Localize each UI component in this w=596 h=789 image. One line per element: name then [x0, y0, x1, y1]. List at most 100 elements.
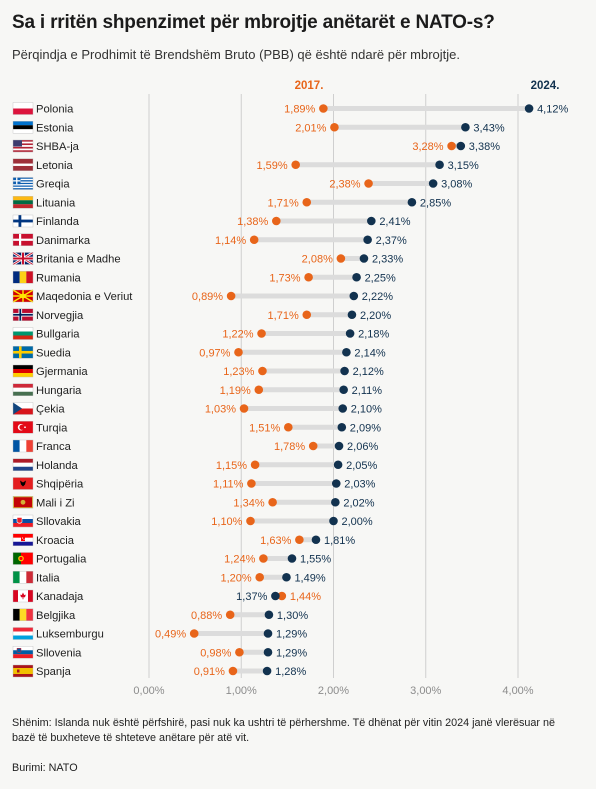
label-2017: 3,28%: [412, 141, 443, 153]
label-2024: 2,37%: [376, 235, 407, 247]
label-2024: 1,30%: [277, 610, 308, 622]
country-label: Britania e Madhe: [36, 254, 121, 266]
portugal-flag-icon: [12, 552, 34, 565]
flag-part: [18, 215, 22, 227]
point-2024: [338, 404, 348, 413]
label-2024: 2,06%: [347, 441, 378, 453]
label-2017: 1,19%: [220, 385, 251, 397]
point-2017: [259, 554, 268, 563]
point-2024: [435, 160, 444, 170]
country-label: Norvegjia: [36, 310, 84, 322]
point-2024: [461, 122, 470, 132]
flag-border: [12, 514, 34, 528]
flag-border: [12, 177, 34, 190]
flag-part: [13, 541, 33, 546]
label-2024: 2,14%: [354, 347, 385, 359]
label-2017: 1,22%: [222, 329, 253, 341]
bulgaria-flag-icon: [12, 327, 34, 340]
flag-part: [20, 592, 26, 600]
slovenia-flag-icon: [12, 646, 34, 659]
flag-part: [13, 185, 33, 187]
flag-part: [13, 523, 33, 528]
label-2024: 2,18%: [358, 329, 389, 341]
flag-part: [13, 650, 33, 655]
label-2024: 2,85%: [420, 197, 451, 209]
flag-part: [13, 186, 33, 189]
flag-part: [13, 327, 33, 332]
flag-part: [13, 125, 33, 130]
label-2024: 2,10%: [351, 404, 382, 416]
usa-flag-icon: [12, 139, 34, 153]
point-2024: [407, 197, 417, 207]
belgium-flag-icon: [12, 608, 34, 621]
flag-part: [13, 402, 33, 409]
point-2024: [263, 629, 273, 638]
flag-part: [13, 408, 33, 415]
flag-border: [12, 308, 34, 321]
flag-part: [13, 571, 20, 584]
flag-border: [12, 627, 34, 640]
point-2024: [334, 441, 344, 451]
uk-flag-icon: [12, 251, 34, 266]
flag-border: [12, 608, 34, 621]
flag-part: [13, 140, 22, 147]
country-label: Rumania: [36, 272, 82, 284]
flag-part: [13, 646, 33, 651]
label-2017: 1,23%: [223, 366, 254, 378]
legend-2024: 2024.: [531, 80, 560, 92]
label-2024: 1,28%: [275, 666, 306, 678]
point-2024: [311, 535, 321, 545]
spain-flag-icon: [12, 664, 34, 678]
slovakia-flag-icon: [12, 514, 34, 528]
point-2024: [333, 460, 343, 470]
point-2024: [329, 516, 338, 526]
point-2017: [228, 666, 238, 676]
flag-part: [13, 140, 33, 142]
flag-border: [12, 646, 34, 659]
point-2017: [302, 310, 312, 320]
country-label: Franca: [36, 441, 72, 453]
label-2024: 1,37%: [236, 591, 267, 603]
flag-part: [13, 141, 33, 144]
label-2017: 1,20%: [220, 572, 251, 584]
point-2024: [349, 291, 359, 301]
point-2024: [359, 254, 369, 263]
point-2017: [302, 197, 312, 207]
flag-part: [19, 440, 27, 452]
point-2017: [250, 460, 260, 470]
country-label: SHBA-ja: [36, 141, 80, 153]
flag-part: [13, 387, 33, 392]
label-2024: 2,03%: [344, 479, 375, 491]
label-2017: 1,44%: [290, 591, 321, 603]
flag-part: [13, 121, 33, 126]
flag-part: [13, 204, 33, 209]
label-2017: 1,11%: [213, 479, 244, 491]
label-2017: 1,10%: [211, 516, 242, 528]
flag-border: [12, 421, 34, 434]
flag-part: [19, 233, 22, 246]
point-2024: [352, 272, 361, 282]
flag-border: [12, 458, 34, 471]
label-2017: 1,78%: [274, 441, 305, 453]
point-2017: [254, 385, 264, 395]
point-2024: [428, 179, 438, 188]
czechia-flag-icon: [12, 402, 34, 415]
lithuania-flag-icon: [12, 196, 34, 209]
flag-part: [19, 424, 25, 430]
flag-part: [13, 552, 21, 565]
label-2017: 1,38%: [237, 216, 268, 228]
flag-part: [13, 627, 33, 632]
norway-flag-icon: [12, 308, 34, 321]
flag-part: [22, 537, 23, 539]
point-2017: [291, 160, 300, 170]
point-2024: [263, 647, 273, 657]
country-label: Danimarka: [36, 235, 91, 247]
country-label: Turqia: [36, 422, 68, 434]
country-label: Finlanda: [36, 216, 80, 228]
flag-part: [13, 631, 33, 636]
label-2017: 0,91%: [194, 666, 225, 678]
point-2017: [364, 179, 373, 188]
flag-part: [26, 271, 34, 284]
flag-part: [13, 335, 33, 340]
country-label: Suedia: [36, 347, 72, 359]
